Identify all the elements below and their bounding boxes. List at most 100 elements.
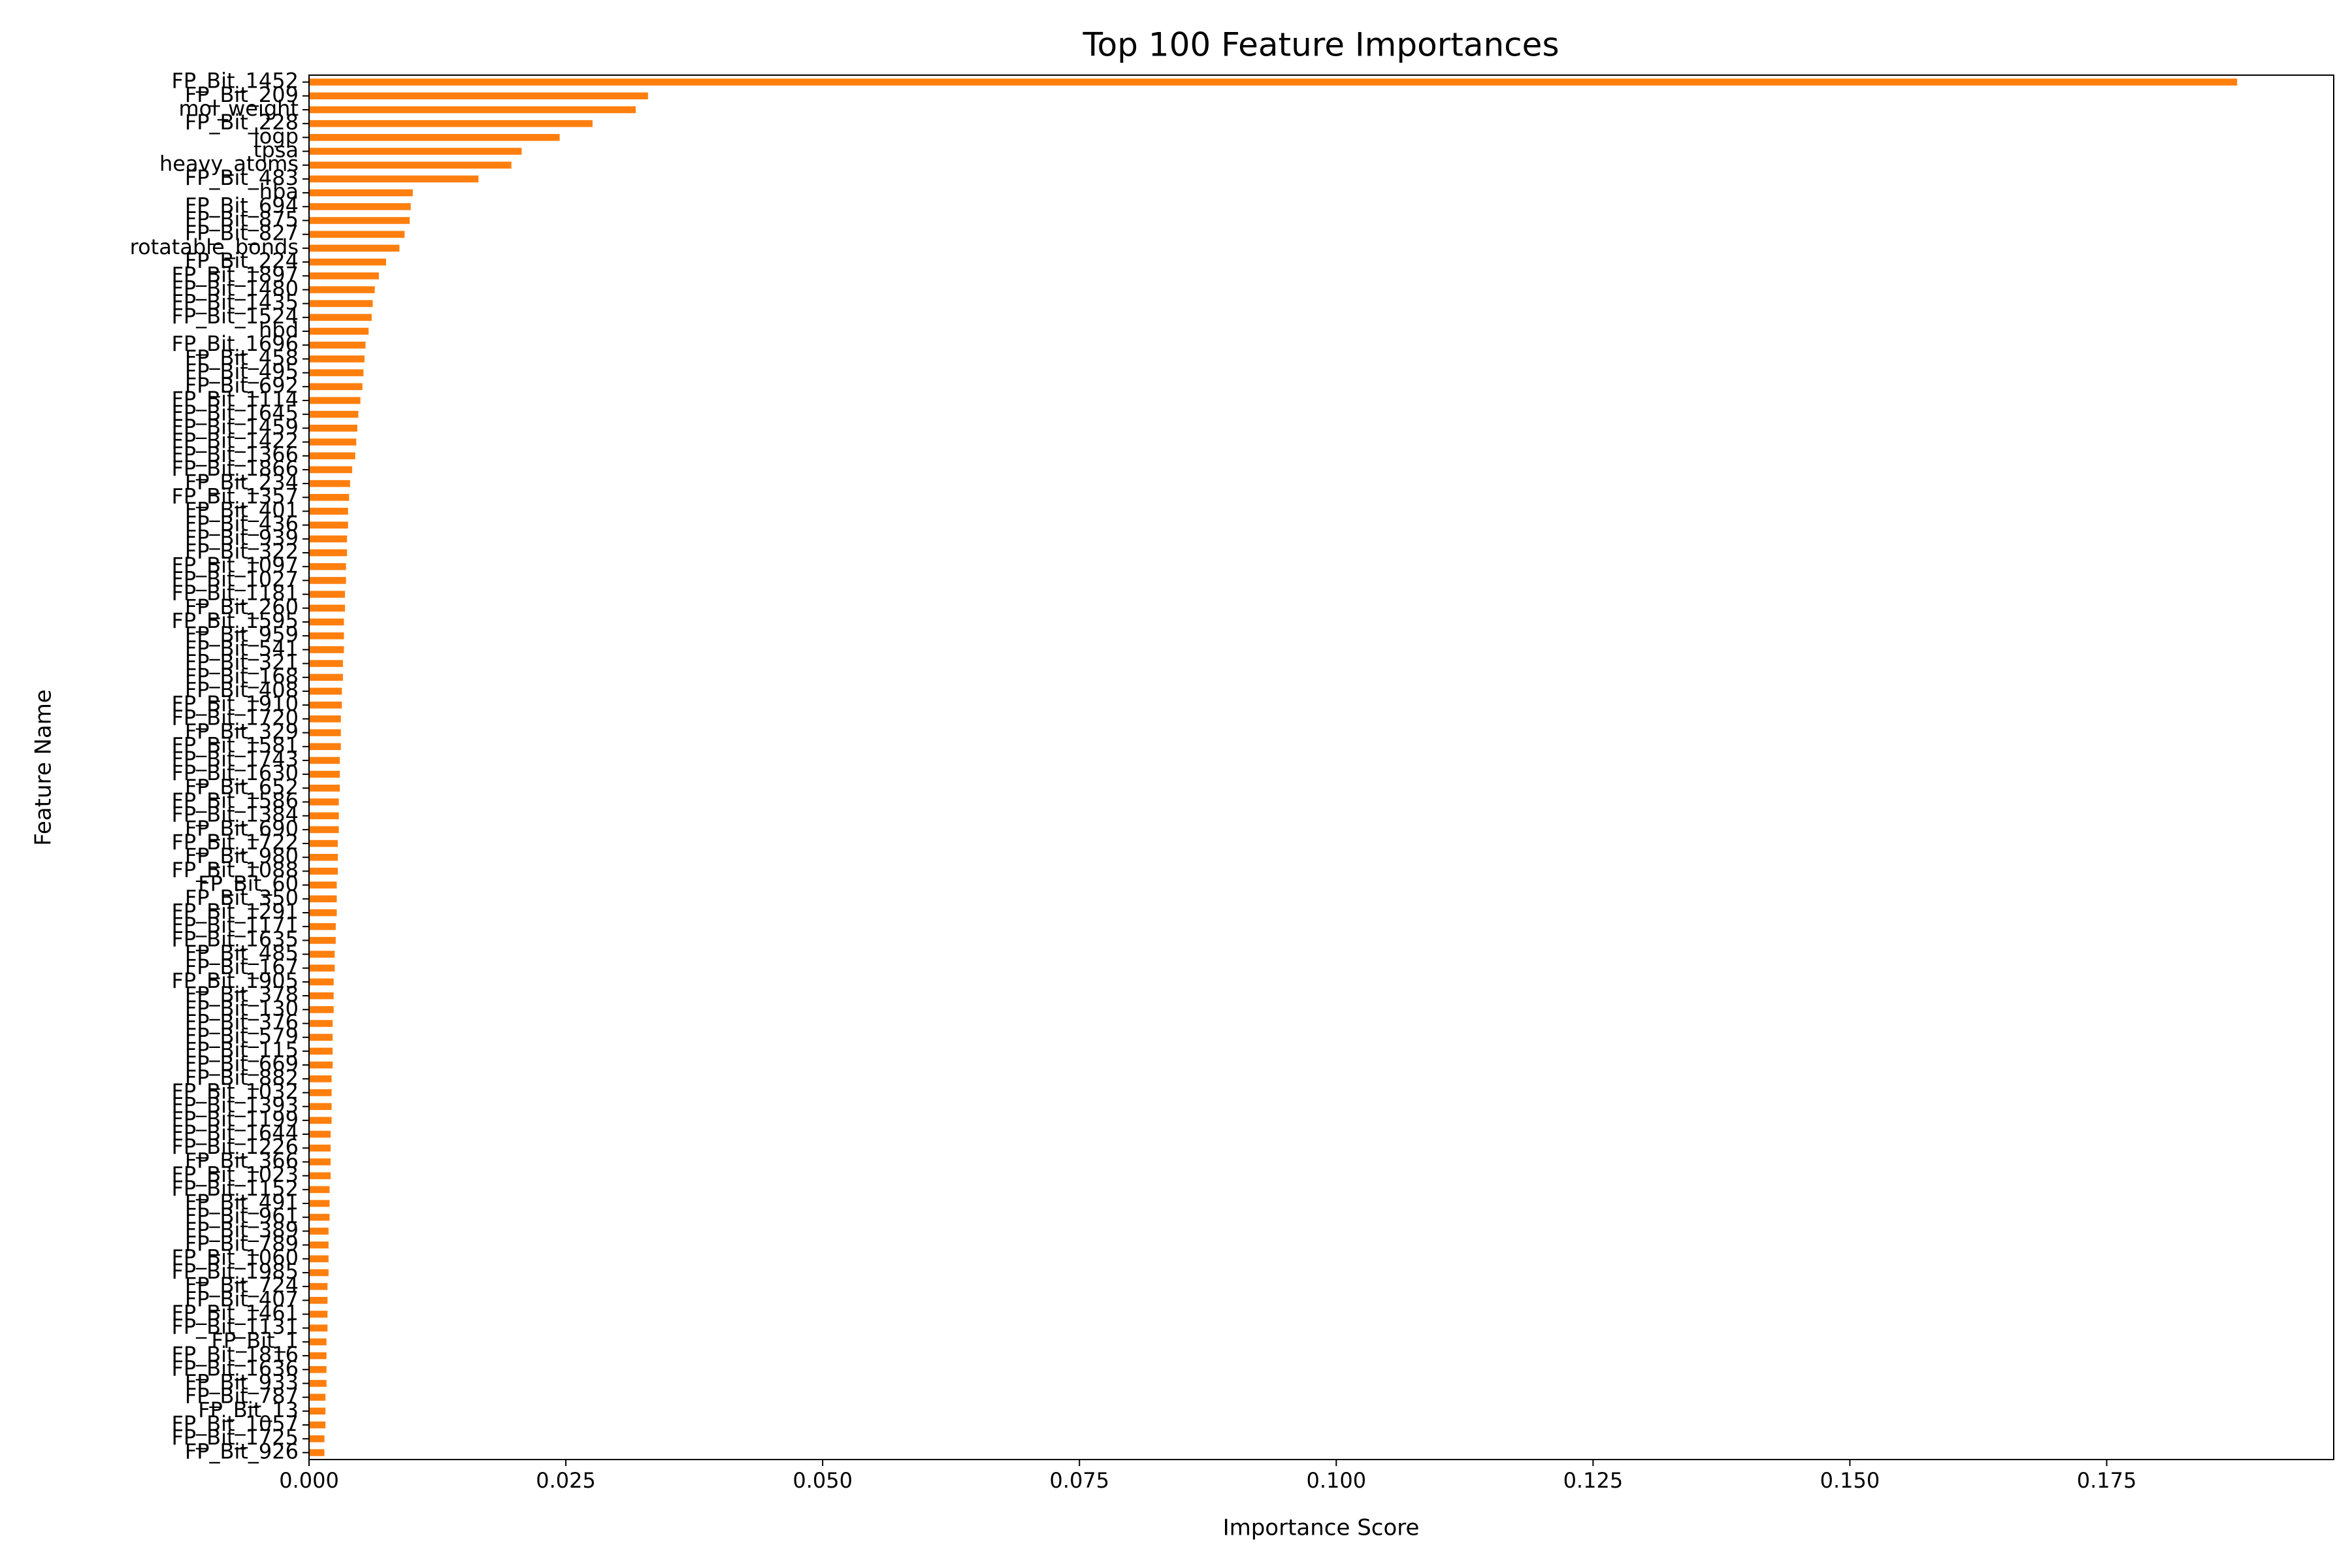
bar	[309, 369, 364, 376]
y-tick-label: FP_Bit_926	[185, 1439, 299, 1463]
bar	[309, 508, 348, 515]
y-tick-label: FP_Bit_1459	[171, 414, 299, 439]
bar	[309, 909, 337, 917]
bar	[309, 964, 335, 972]
bar	[309, 1117, 332, 1124]
bar	[309, 618, 344, 626]
y-tick-label: hbd	[259, 318, 299, 342]
bar	[309, 189, 413, 197]
y-tick-label: mol_weight	[178, 96, 299, 121]
bar	[309, 480, 350, 487]
y-tick-label: FP_Bit_60	[198, 872, 299, 896]
y-tick-label: FP_Bit_485	[185, 941, 299, 966]
plot-frame	[308, 74, 2334, 1460]
bar	[309, 1352, 327, 1360]
bar	[309, 1020, 333, 1027]
y-tick-label: FP_Bit_260	[185, 595, 299, 619]
y-tick-label: FP_Bit_1595	[171, 608, 299, 633]
bar	[309, 812, 339, 819]
bar	[309, 1103, 332, 1110]
y-tick-label: FP_Bit_1422	[171, 429, 299, 453]
bar	[309, 1407, 326, 1415]
y-tick-label: FP_Bit_1114	[171, 387, 299, 412]
y-tick-label: FP_Bit_376	[185, 1010, 299, 1035]
bar	[309, 438, 357, 446]
bar	[309, 1338, 327, 1346]
bar	[309, 660, 343, 667]
y-tick-label: FP_Bit_167	[185, 955, 299, 979]
bar	[309, 286, 375, 293]
y-tick-label: FP_Bit_1027	[171, 566, 299, 591]
y-tick-label: FP_Bit_224	[185, 248, 299, 273]
bar	[309, 355, 365, 363]
y-tick-label: FP_Bit_1743	[171, 747, 299, 772]
bar	[309, 868, 338, 875]
bar	[309, 992, 334, 1000]
chart-title: Top 100 Feature Importances	[1082, 26, 1559, 64]
y-tick-label: FP_Bit_1032	[171, 1079, 299, 1103]
bar	[309, 452, 355, 460]
bar	[309, 770, 340, 778]
y-tick-label: FP_Bit_827	[185, 221, 299, 246]
y-tick-label: FP_Bit_1645	[171, 400, 299, 425]
x-tick-label: 0.125	[1563, 1468, 1624, 1493]
y-tick-label: FP_Bit_228	[185, 110, 299, 135]
y-tick-label: FP_Bit_1181	[171, 581, 299, 606]
bar	[309, 148, 522, 155]
y-tick-label: FP_Bit_1696	[171, 331, 299, 356]
bar	[309, 1034, 333, 1041]
y-tick-label: FP_Bit_401	[185, 497, 299, 522]
y-tick-label: FP_Bit_1725	[171, 1425, 299, 1450]
bar	[309, 92, 648, 100]
bar	[309, 757, 340, 764]
y-tick-label: FP_Bit_1635	[171, 926, 299, 951]
bar	[309, 258, 386, 266]
y-tick-label: hba	[259, 179, 299, 204]
bar	[309, 203, 411, 210]
y-tick-label: FP_Bit_1897	[171, 262, 299, 287]
bar	[309, 341, 366, 349]
y-tick-label: FP_Bit_408	[185, 678, 299, 702]
y-axis-label: Feature Name	[31, 689, 57, 846]
y-tick-label: FP_Bit_1152	[171, 1176, 299, 1201]
y-tick-label: FP_Bit_322	[185, 539, 299, 564]
bar	[309, 632, 344, 640]
y-tick-label: FP_Bit_669	[185, 1051, 299, 1076]
y-tick-label: FP_Bit_980	[185, 843, 299, 868]
bar	[309, 674, 343, 681]
y-tick-label: FP_Bit_1435	[171, 290, 299, 315]
y-tick-label: FP_Bit_692	[185, 373, 299, 398]
bar	[309, 175, 479, 183]
bar	[309, 1144, 331, 1152]
y-tick-label: FP_Bit_1199	[171, 1107, 299, 1132]
bar	[309, 397, 361, 404]
y-tick-label: FP_Bit_13	[198, 1397, 299, 1422]
bar	[309, 1421, 326, 1429]
y-tick-label: FP_Bit_1171	[171, 913, 299, 938]
y-tick-label: FP_Bit_436	[185, 512, 299, 536]
bar	[309, 300, 373, 307]
y-tick-label: FP_Bit_1131	[171, 1315, 299, 1339]
y-tick-label: heavy_atoms	[159, 152, 299, 176]
bar	[309, 327, 369, 335]
y-tick-label: FP_Bit_1816	[171, 1342, 299, 1367]
bar	[309, 1200, 330, 1207]
bar	[309, 244, 400, 252]
y-tick-label: FP_Bit_933	[185, 1369, 299, 1394]
bar	[309, 1089, 332, 1096]
x-tick-label: 0.025	[536, 1468, 596, 1493]
bar	[309, 1228, 329, 1235]
y-tick-label: FP_Bit_961	[185, 1203, 299, 1228]
bar	[309, 314, 372, 321]
y-tick-label: FP_Bit_1357	[171, 483, 299, 508]
y-tick-label: FP_Bit_939	[185, 525, 299, 550]
y-tick-label: FP_Bit_1461	[171, 1301, 299, 1326]
bar	[309, 1365, 327, 1373]
y-tick-label: FP_Bit_458	[185, 345, 299, 370]
y-tick-label: FP_Bit_1630	[171, 760, 299, 785]
y-tick-label: FP_Bit_724	[185, 1273, 299, 1298]
bar	[309, 937, 336, 944]
y-tick-label: logp	[253, 123, 299, 148]
x-tick-label: 0.150	[1820, 1468, 1880, 1493]
bar	[309, 1047, 333, 1055]
